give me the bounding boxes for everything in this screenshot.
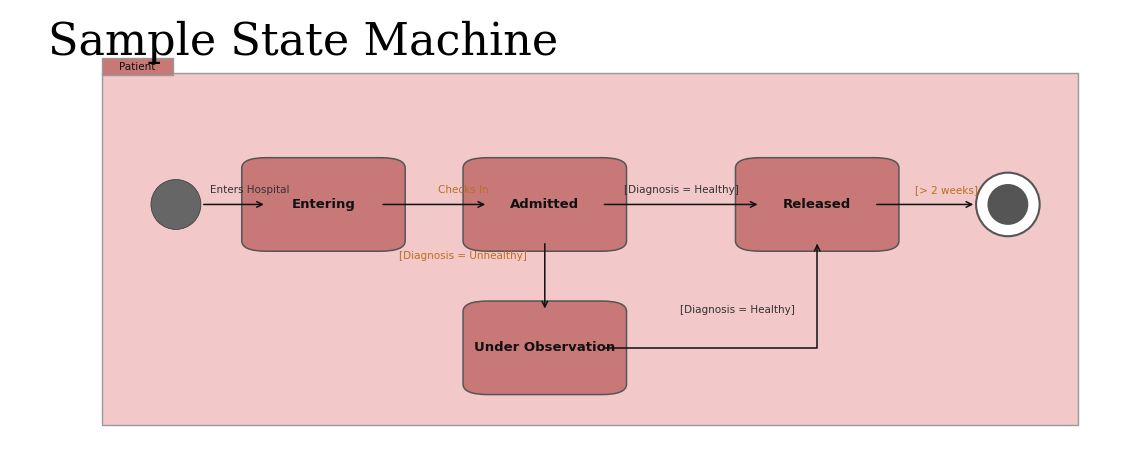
FancyBboxPatch shape — [102, 73, 1078, 425]
Text: [Diagnosis = Unhealthy]: [Diagnosis = Unhealthy] — [400, 251, 527, 261]
Text: Enters Hospital: Enters Hospital — [210, 185, 289, 195]
FancyBboxPatch shape — [242, 158, 405, 251]
Ellipse shape — [976, 172, 1040, 236]
Text: [Diagnosis = Healthy]: [Diagnosis = Healthy] — [680, 305, 796, 315]
Text: Admitted: Admitted — [511, 198, 579, 211]
Text: Under Observation: Under Observation — [474, 341, 615, 354]
Text: [Diagnosis = Healthy]: [Diagnosis = Healthy] — [623, 185, 739, 195]
FancyBboxPatch shape — [463, 158, 627, 251]
Text: Checks In: Checks In — [438, 185, 488, 195]
FancyBboxPatch shape — [102, 58, 173, 75]
Ellipse shape — [151, 180, 201, 229]
Text: Entering: Entering — [292, 198, 355, 211]
Text: Patient: Patient — [119, 62, 155, 72]
Text: Sample State Machine: Sample State Machine — [48, 21, 558, 64]
Ellipse shape — [987, 184, 1028, 225]
Text: [> 2 weeks]: [> 2 weeks] — [915, 185, 978, 195]
Text: Released: Released — [783, 198, 851, 211]
FancyBboxPatch shape — [463, 301, 627, 395]
FancyBboxPatch shape — [735, 158, 899, 251]
